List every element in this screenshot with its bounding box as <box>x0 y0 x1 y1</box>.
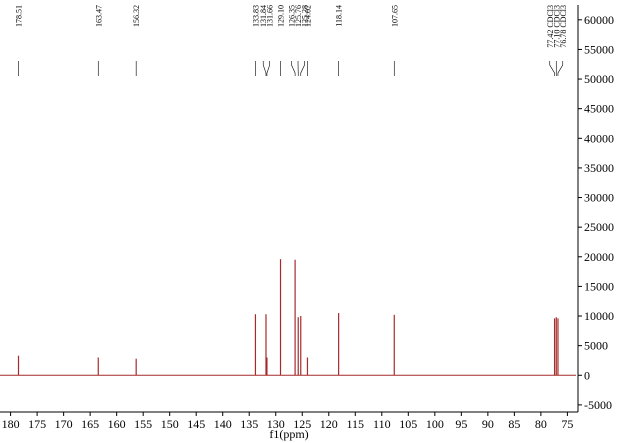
x-tick-label: 170 <box>55 417 73 431</box>
peak-label: 163.47 <box>94 5 103 27</box>
y-tick-label: 15000 <box>584 279 614 293</box>
x-tick-label: 105 <box>399 417 417 431</box>
y-tick-label: 50000 <box>584 72 614 86</box>
peak-label: 124.02 <box>303 5 312 27</box>
x-tick-label: 120 <box>320 417 338 431</box>
y-tick-label: 55000 <box>584 42 614 56</box>
y-tick-label: 30000 <box>584 191 614 205</box>
peak-leader <box>557 61 564 76</box>
peak-leader <box>291 61 296 76</box>
peak-label: 76.78 CDCl3 <box>559 5 568 48</box>
y-tick-label: 25000 <box>584 220 614 234</box>
x-tick-label: 95 <box>455 417 467 431</box>
y-tick-label: 20000 <box>584 250 614 264</box>
y-tick-label: 45000 <box>584 102 614 116</box>
x-tick-label: 125 <box>293 417 311 431</box>
x-tick-label: 165 <box>81 417 99 431</box>
peak-label: 126.35 <box>288 5 297 27</box>
peak-label: 77.42 CDCl3 <box>546 5 555 48</box>
peak-label: 133.83 <box>251 5 260 27</box>
peak-label: 107.65 <box>390 5 399 27</box>
y-tick-label: 10000 <box>584 309 614 323</box>
y-tick-label: -5000 <box>584 398 612 412</box>
y-tick-label: 35000 <box>584 161 614 175</box>
x-tick-label: 85 <box>508 417 520 431</box>
y-tick-label: 60000 <box>584 13 614 27</box>
x-tick-label: 135 <box>240 417 258 431</box>
x-axis-label: f1(ppm) <box>269 427 308 441</box>
peak-leader <box>549 61 555 76</box>
x-tick-label: 80 <box>535 417 547 431</box>
y-tick-label: 40000 <box>584 131 614 145</box>
peak-label: 129.10 <box>277 5 286 27</box>
x-tick-label: 90 <box>482 417 494 431</box>
peak-leader <box>262 61 267 76</box>
peak-label: 77.10 CDCl3 <box>552 5 561 48</box>
peak-label: 131.84 <box>259 5 268 27</box>
x-tick-label: 115 <box>347 417 365 431</box>
x-tick-label: 175 <box>28 417 46 431</box>
x-tick-label: 155 <box>134 417 152 431</box>
x-tick-label: 100 <box>426 417 444 431</box>
x-tick-label: 110 <box>373 417 391 431</box>
peak-leader <box>300 61 305 76</box>
peak-label: 156.32 <box>132 5 141 27</box>
x-tick-label: 140 <box>214 417 232 431</box>
x-tick-label: 160 <box>108 417 126 431</box>
x-tick-label: 145 <box>187 417 205 431</box>
x-tick-label: 150 <box>161 417 179 431</box>
y-tick-label: 0 <box>584 368 590 382</box>
peak-label: 131.66 <box>266 5 275 27</box>
y-tick-label: 5000 <box>584 339 608 353</box>
peak-label: 178.51 <box>15 5 24 27</box>
peak-label: 125.28 <box>301 5 310 27</box>
x-tick-label: 75 <box>561 417 573 431</box>
x-tick-label: 130 <box>267 417 285 431</box>
peak-leader <box>266 61 271 76</box>
peak-label: 125.76 <box>294 5 303 27</box>
peak-label: 118.14 <box>335 5 344 27</box>
x-tick-label: 180 <box>2 417 20 431</box>
